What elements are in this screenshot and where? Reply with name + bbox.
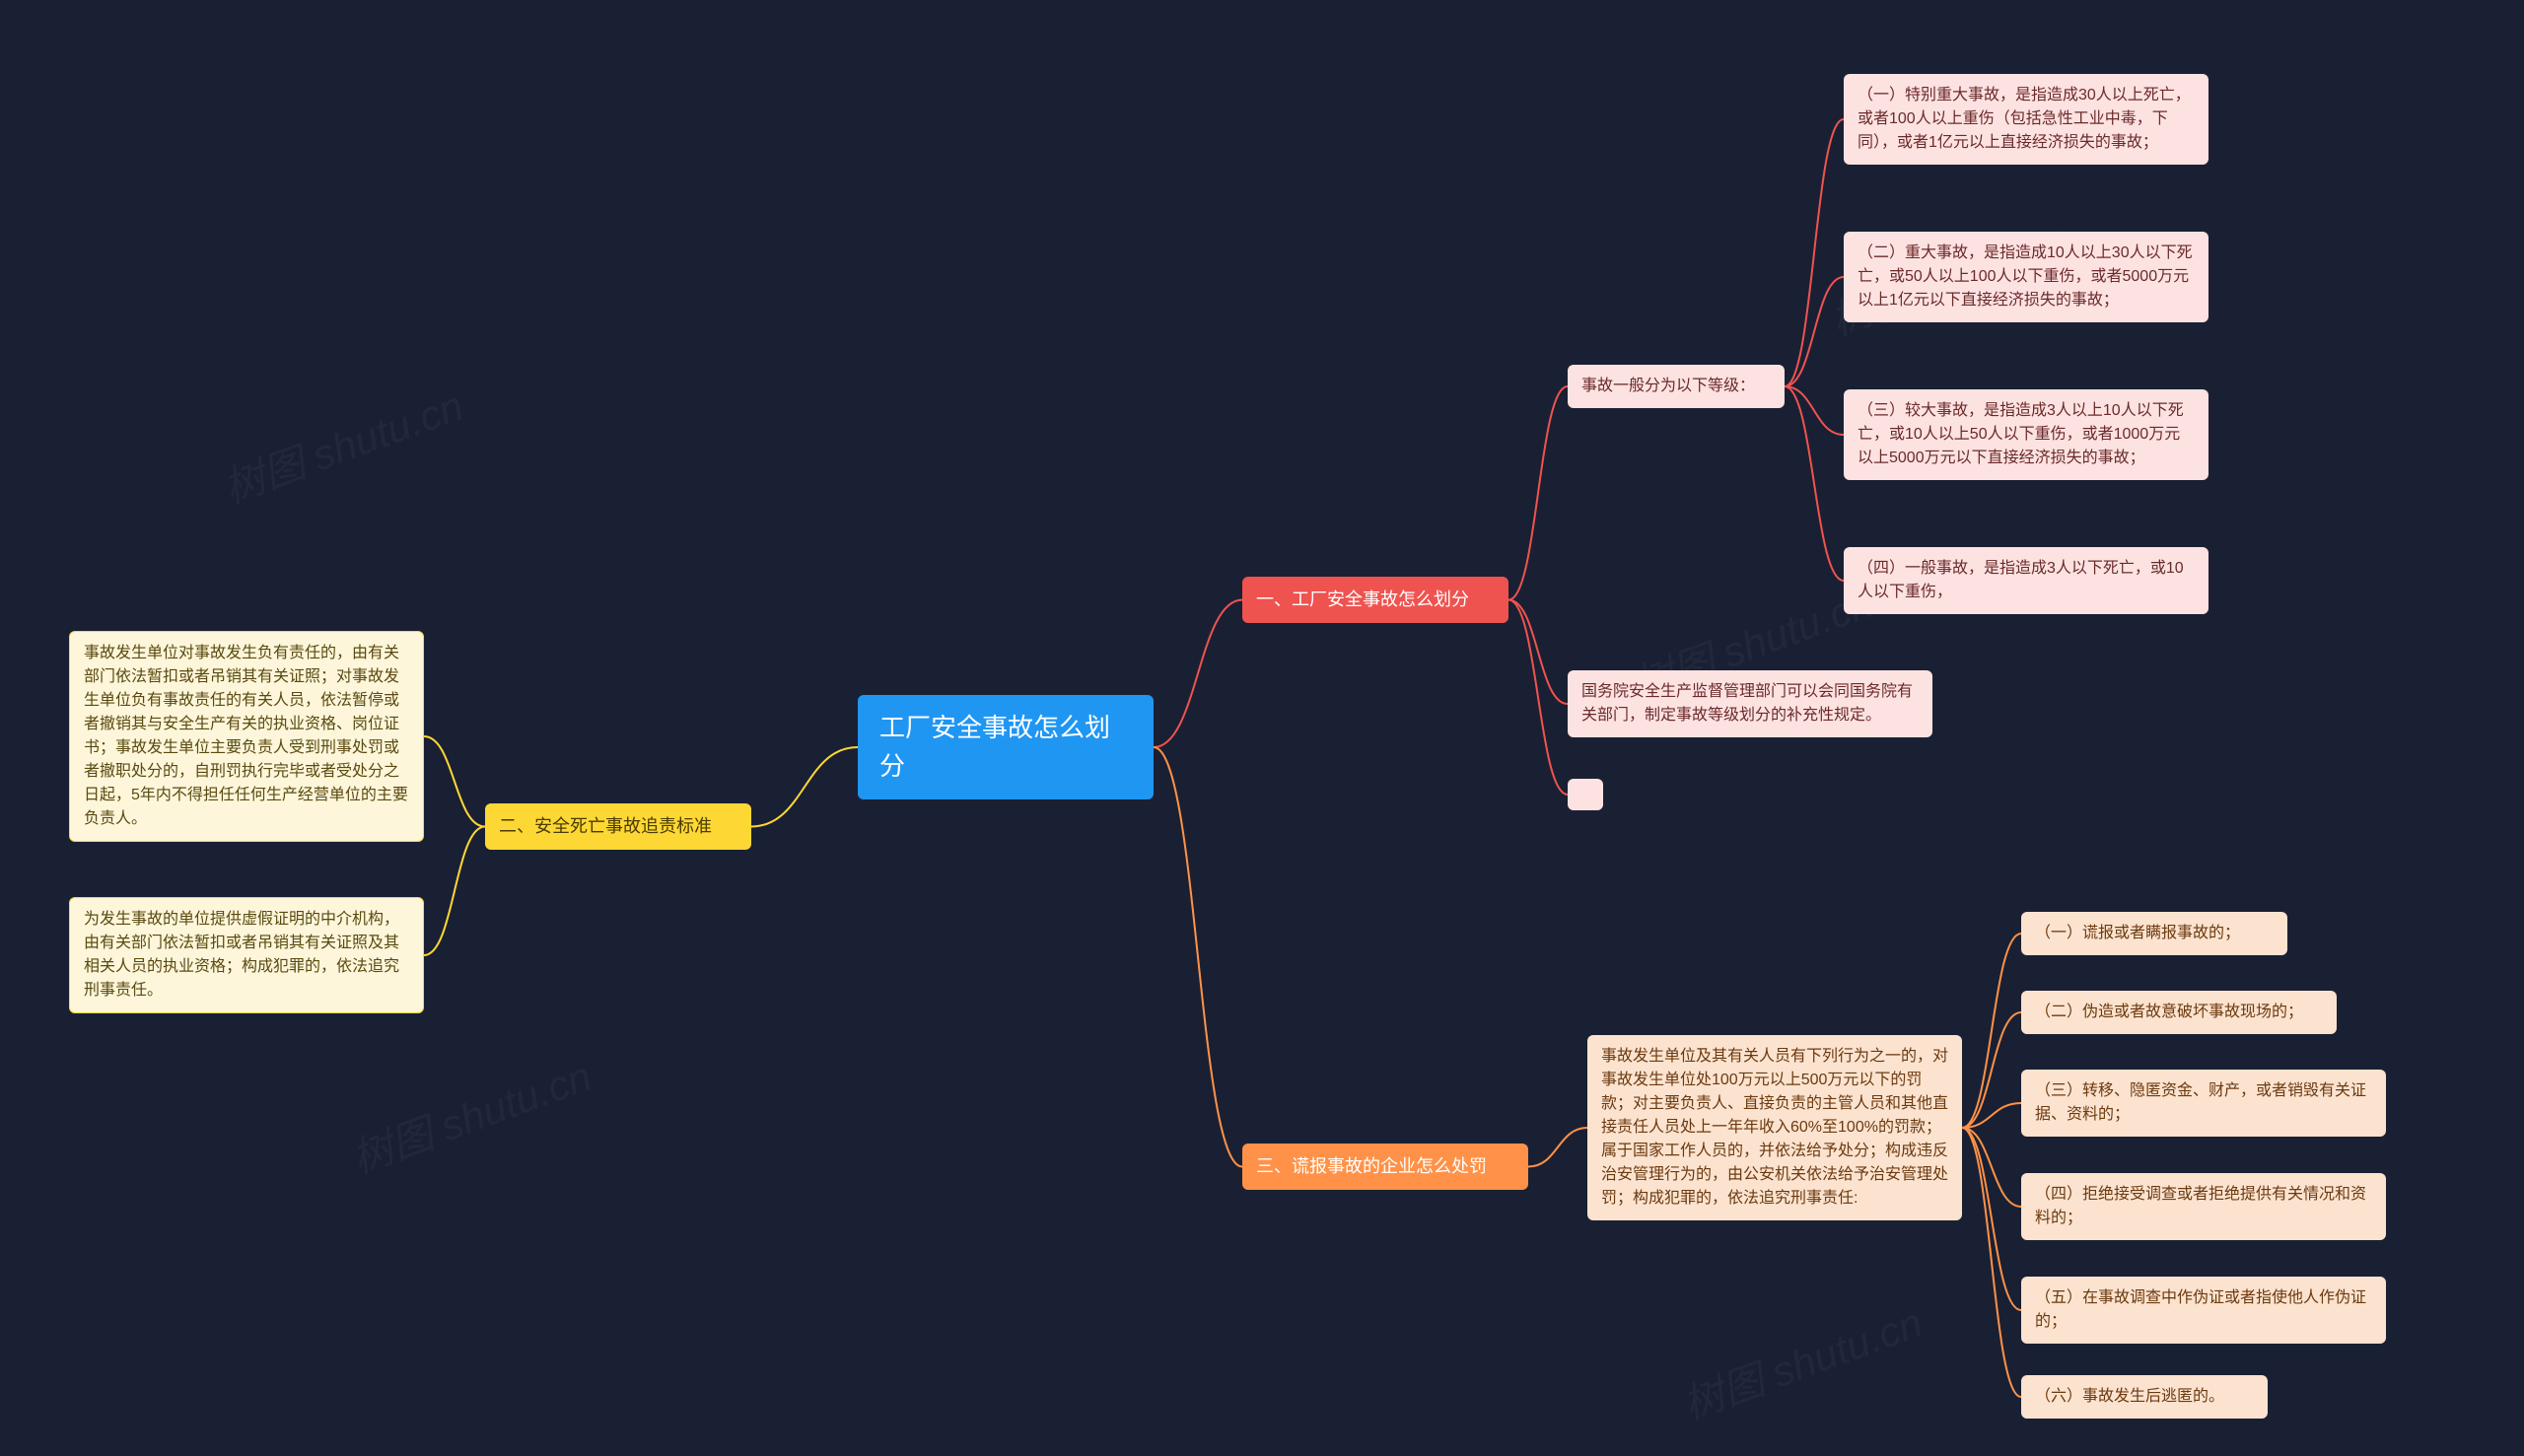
- branch-1-sub-1-leaf-0[interactable]: （一）特别重大事故，是指造成30人以上死亡，或者100人以上重伤（包括急性工业中…: [1844, 74, 2208, 165]
- branch-3-sub-1-leaf-3[interactable]: （四）拒绝接受调查或者拒绝提供有关情况和资料的；: [2021, 1173, 2386, 1240]
- branch-1-sub-1[interactable]: 事故一般分为以下等级：: [1568, 365, 1785, 408]
- branch-1-sub-1-leaf-2[interactable]: （三）较大事故，是指造成3人以上10人以下死亡，或10人以上50人以下重伤，或者…: [1844, 389, 2208, 480]
- branch-3-sub-1-leaf-1[interactable]: （二）伪造或者故意破坏事故现场的；: [2021, 991, 2337, 1034]
- branch-3-sub-1-leaf-2[interactable]: （三）转移、隐匿资金、财产，或者销毁有关证据、资料的；: [2021, 1070, 2386, 1137]
- branch-3-sub-1-leaf-5[interactable]: （六）事故发生后逃匿的。: [2021, 1375, 2268, 1419]
- branch-2[interactable]: 二、安全死亡事故追责标准: [485, 803, 751, 850]
- watermark: 树图 shutu.cn: [1673, 1289, 1929, 1431]
- branch-3-sub-1[interactable]: 事故发生单位及其有关人员有下列行为之一的，对事故发生单位处100万元以上500万…: [1587, 1035, 1962, 1220]
- root-node[interactable]: 工厂安全事故怎么划分: [858, 695, 1154, 799]
- branch-1-sub-2[interactable]: 国务院安全生产监督管理部门可以会同国务院有关部门，制定事故等级划分的补充性规定。: [1568, 670, 1932, 737]
- watermark: 树图 shutu.cn: [214, 373, 470, 515]
- branch-1-sub-1-leaf-3[interactable]: （四）一般事故，是指造成3人以下死亡，或10人以下重伤，: [1844, 547, 2208, 614]
- branch-1[interactable]: 一、工厂安全事故怎么划分: [1242, 577, 1508, 623]
- watermark: 树图 shutu.cn: [342, 1043, 598, 1185]
- branch-1-sub-3-empty[interactable]: [1568, 779, 1603, 810]
- branch-2-leaf-1[interactable]: 为发生事故的单位提供虚假证明的中介机构，由有关部门依法暂扣或者吊销其有关证照及其…: [69, 897, 424, 1013]
- branch-3[interactable]: 三、谎报事故的企业怎么处罚: [1242, 1144, 1528, 1190]
- branch-3-sub-1-leaf-4[interactable]: （五）在事故调查中作伪证或者指使他人作伪证的；: [2021, 1277, 2386, 1344]
- branch-2-leaf-0[interactable]: 事故发生单位对事故发生负有责任的，由有关部门依法暂扣或者吊销其有关证照；对事故发…: [69, 631, 424, 842]
- branch-1-sub-1-leaf-1[interactable]: （二）重大事故，是指造成10人以上30人以下死亡，或50人以上100人以下重伤，…: [1844, 232, 2208, 322]
- branch-3-sub-1-leaf-0[interactable]: （一）谎报或者瞒报事故的；: [2021, 912, 2287, 955]
